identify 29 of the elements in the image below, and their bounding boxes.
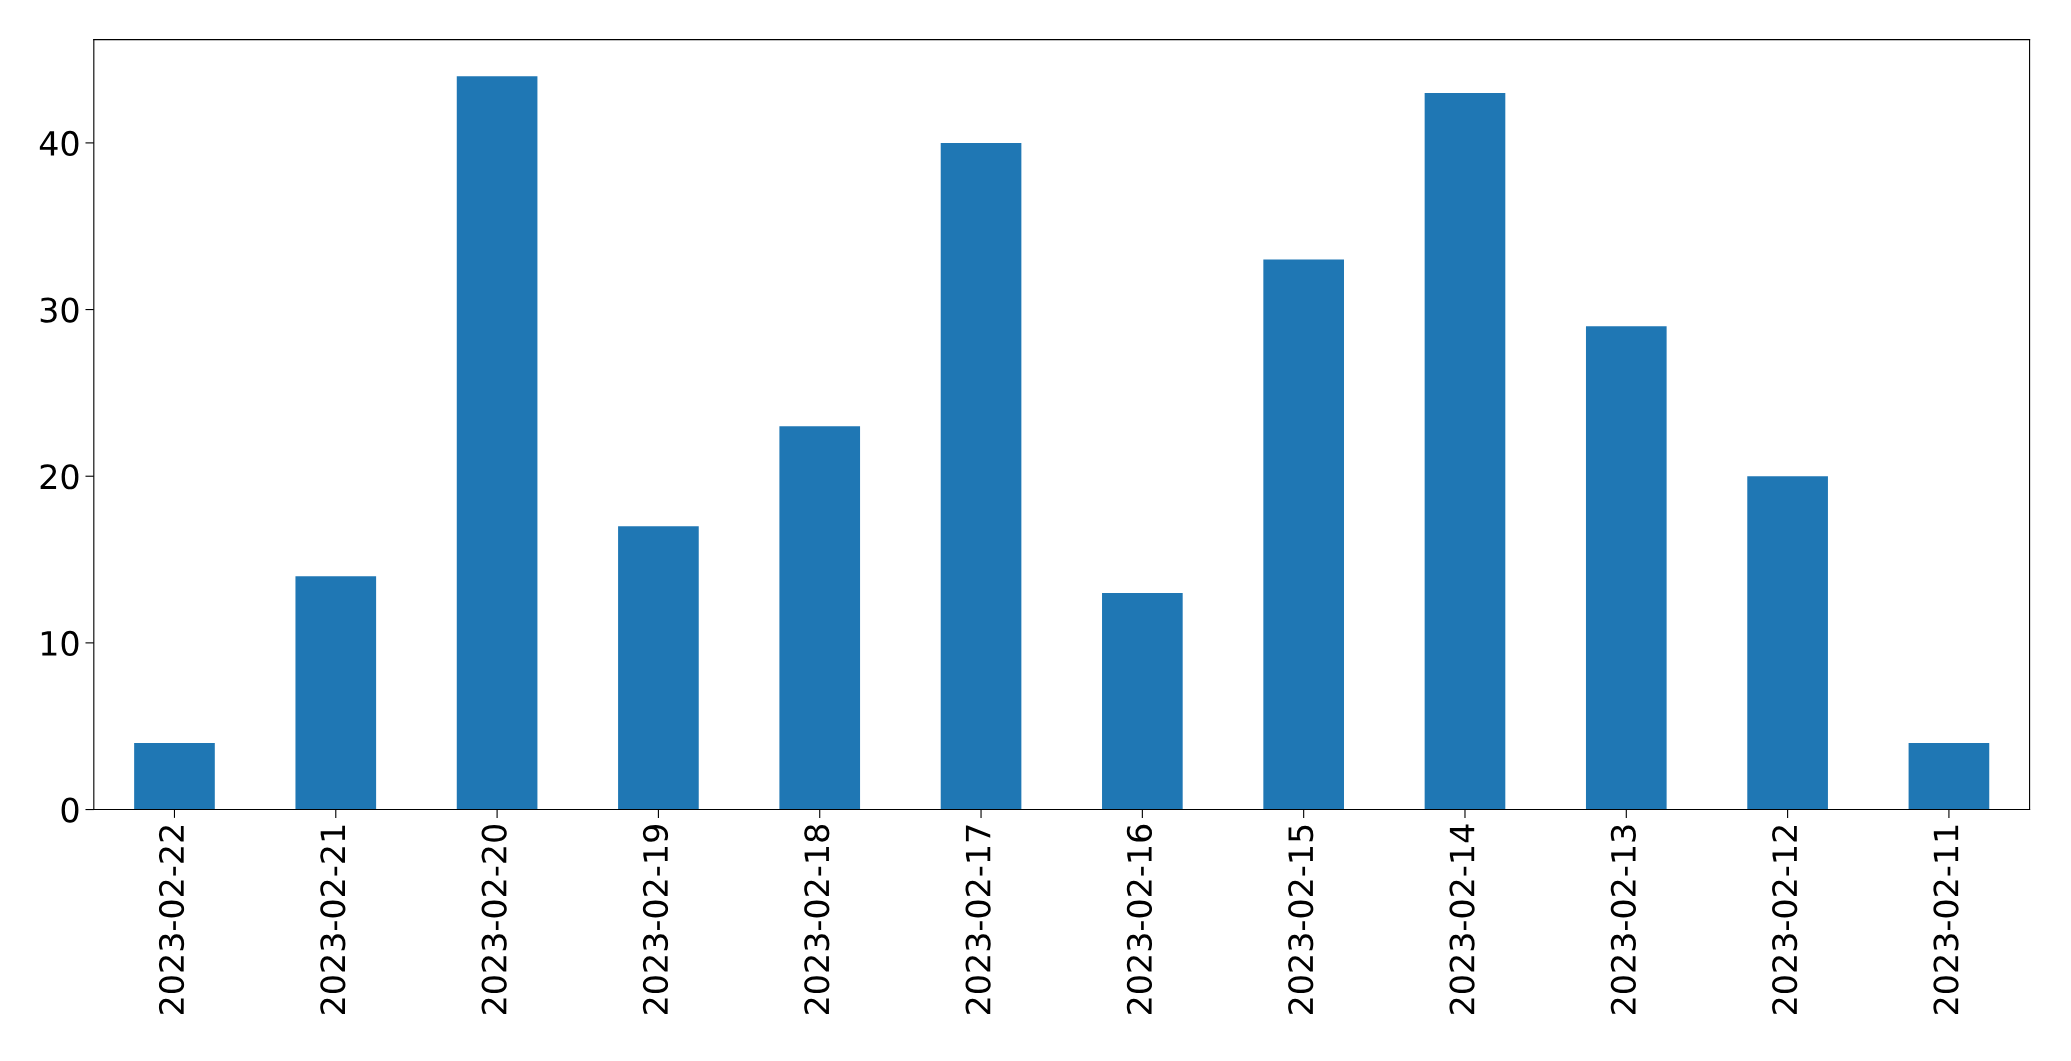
y-tick-label: 10: [41, 630, 79, 657]
x-tick-label: 2023-02-17: [965, 825, 991, 1015]
bar: [456, 76, 538, 810]
y-tick-label: 40: [39, 130, 79, 157]
bar: [1102, 592, 1183, 810]
bar: [1585, 326, 1667, 810]
x-tick-label: 2023-02-21: [320, 825, 346, 1015]
bar: [295, 576, 377, 810]
x-tick-label: 2023-02-16: [1126, 824, 1153, 1015]
y-tick-label: 30: [40, 297, 79, 323]
bar: [940, 142, 1022, 810]
x-tick-label: 2023-02-20: [481, 824, 507, 1015]
bar: [1263, 259, 1344, 810]
y-tick-label: 0: [61, 797, 79, 823]
x-tick-label: 2023-02-11: [1933, 825, 1959, 1015]
bar: [779, 426, 861, 810]
bar: [1747, 476, 1828, 810]
x-tick-label: 2023-02-14: [1449, 824, 1475, 1015]
x-tick-label: 2023-02-18: [804, 825, 830, 1015]
bar: [1424, 92, 1506, 810]
bar: [134, 742, 215, 810]
bar: [618, 526, 699, 810]
x-tick-label: 2023-02-12: [1772, 826, 1798, 1015]
x-tick-label: 2023-02-15: [1288, 825, 1314, 1015]
x-tick-label: 2023-02-13: [1610, 825, 1636, 1015]
x-tick-label: 2023-02-19: [642, 825, 669, 1015]
bar: [1908, 742, 1990, 810]
y-tick-label: 20: [40, 464, 79, 490]
x-tick-label: 2023-02-22: [158, 826, 185, 1015]
